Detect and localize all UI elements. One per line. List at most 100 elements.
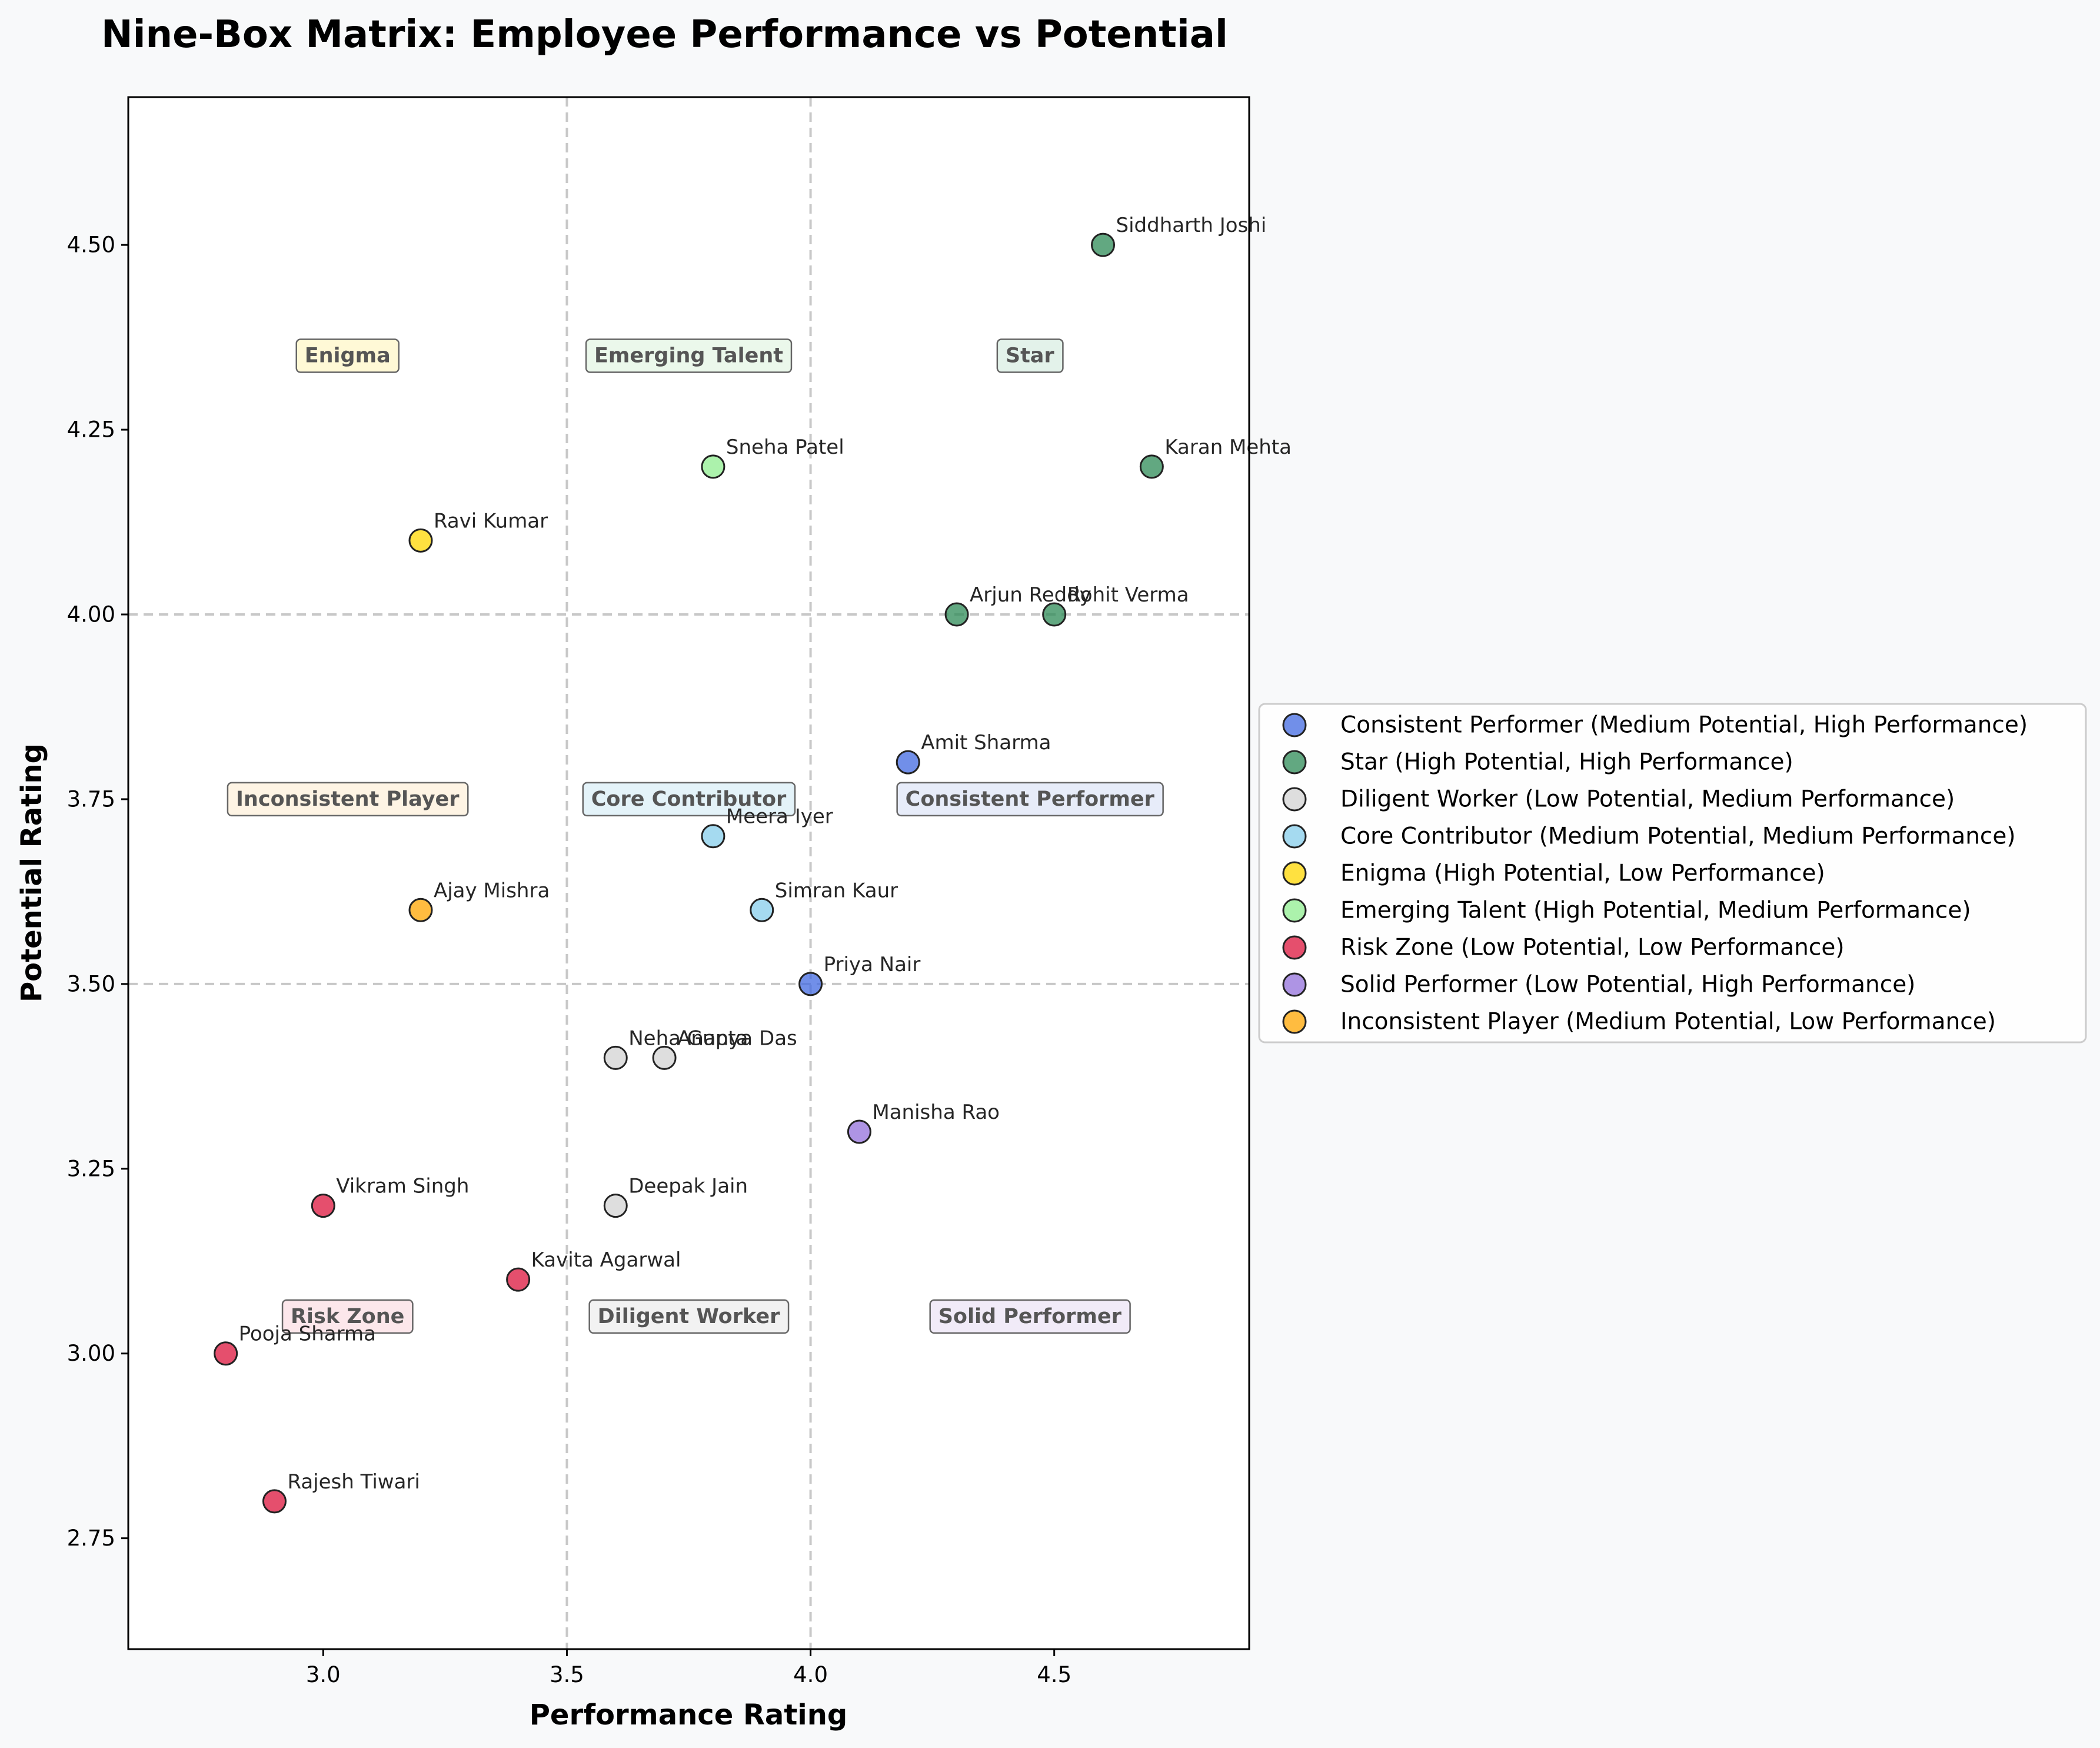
legend-label: Core Contributor (Medium Potential, Medi…	[1340, 823, 2016, 850]
y-tick-label: 3.75	[67, 786, 115, 812]
point-label: Arjun Reddy	[970, 583, 1091, 607]
legend-item: Consistent Performer (Medium Potential, …	[1282, 712, 2028, 739]
zone-box	[281, 1299, 414, 1334]
zone-box	[929, 1299, 1131, 1334]
zone-label: Consistent Performer	[906, 787, 1155, 811]
point-labels: Amit Sharma Priya Nair Siddharth Joshi Kara…	[239, 214, 1292, 1494]
zone-label: Solid Performer	[938, 1305, 1122, 1328]
zone-label: Risk Zone	[291, 1305, 404, 1328]
y-tick-label: 3.00	[67, 1341, 115, 1366]
x-axis-label: Performance Rating	[530, 1699, 848, 1732]
zone-label: Inconsistent Player	[236, 787, 460, 811]
point-label: Neha Gupta	[628, 1026, 748, 1050]
zone-label: Star	[1006, 344, 1055, 368]
zone-6: Risk Zone	[281, 1299, 414, 1334]
legend-marker	[1282, 787, 1307, 812]
chart-title: Nine-Box Matrix: Employee Performance vs…	[101, 13, 1228, 57]
data-point	[1042, 602, 1067, 627]
data-point	[262, 1489, 287, 1514]
data-point	[701, 824, 725, 849]
legend-marker	[1282, 935, 1307, 960]
data-point	[408, 528, 433, 553]
data-points	[214, 232, 1164, 1514]
data-point	[896, 750, 920, 775]
zone-8: Solid Performer	[929, 1299, 1131, 1334]
y-tick-label: 2.75	[67, 1526, 115, 1551]
data-point	[506, 1267, 531, 1292]
zone-box	[582, 782, 796, 817]
legend-item: Risk Zone (Low Potential, Low Performanc…	[1282, 935, 1845, 961]
x-tick-label: 4.5	[1037, 1662, 1071, 1687]
legend-frame	[1258, 703, 2087, 1044]
zone-2: Star	[996, 338, 1064, 373]
y-tick-label: 4.50	[67, 232, 115, 258]
x-axis-ticks: 3.0 3.5 4.0 4.5	[306, 1649, 1071, 1687]
legend-marker	[1282, 713, 1307, 737]
y-tick-label: 4.25	[67, 417, 115, 443]
data-point	[1139, 454, 1164, 479]
point-label: Sneha Patel	[726, 436, 844, 459]
point-label: Karan Mehta	[1164, 436, 1292, 459]
legend-marker	[1282, 750, 1307, 775]
legend-marker	[1282, 972, 1307, 997]
x-tick-label: 3.0	[306, 1662, 341, 1687]
zone-7: Diligent Worker	[588, 1299, 790, 1334]
legend-item: Solid Performer (Low Potential, High Per…	[1282, 972, 1915, 998]
zone-3: Inconsistent Player	[227, 782, 469, 817]
zone-0: Enigma	[295, 338, 400, 373]
legend-item: Star (High Potential, High Performance)	[1282, 749, 1793, 776]
data-point	[408, 898, 433, 922]
legend-label: Emerging Talent (High Potential, Medium …	[1340, 898, 1971, 924]
point-label: Vikram Singh	[336, 1175, 469, 1198]
legend-item: Enigma (High Potential, Low Performance)	[1282, 860, 1825, 887]
zone-1: Emerging Talent	[585, 338, 793, 373]
point-label: Manisha Rao	[872, 1101, 1000, 1124]
legend-item: Emerging Talent (High Potential, Medium …	[1282, 898, 1971, 924]
data-point	[214, 1341, 238, 1366]
data-point	[798, 972, 823, 996]
point-label: Kavita Agarwal	[531, 1248, 681, 1272]
legend: Consistent Performer (Medium Potential, …	[1258, 703, 2087, 1044]
x-tick-label: 3.5	[550, 1662, 584, 1687]
legend-marker	[1282, 824, 1307, 849]
data-point	[652, 1045, 677, 1070]
legend-marker	[1282, 898, 1307, 923]
zone-labels: Enigma Emerging Talent Star Inconsistent Pl…	[227, 338, 1164, 1334]
y-tick-label: 3.25	[67, 1156, 115, 1181]
legend-label: Solid Performer (Low Potential, High Per…	[1340, 972, 1915, 998]
legend-marker	[1282, 861, 1307, 886]
zone-5: Consistent Performer	[896, 782, 1164, 817]
point-label: Priya Nair	[824, 953, 921, 976]
zone-box	[588, 1299, 790, 1334]
point-label: Rajesh Tiwari	[287, 1470, 420, 1494]
point-label: Ananya Das	[677, 1026, 797, 1050]
zone-box	[896, 782, 1164, 817]
legend-item: Core Contributor (Medium Potential, Medi…	[1282, 823, 2016, 850]
data-point	[847, 1119, 871, 1144]
zone-box	[996, 338, 1064, 373]
data-point	[750, 898, 774, 922]
zone-label: Emerging Talent	[594, 344, 783, 368]
zone-label: Diligent Worker	[598, 1305, 780, 1328]
data-point	[311, 1194, 335, 1218]
zone-box	[585, 338, 793, 373]
legend-label: Diligent Worker (Low Potential, Medium P…	[1340, 786, 1955, 813]
y-tick-label: 4.00	[67, 602, 115, 627]
y-axis-ticks: 2.75 3.00 3.25 3.50 3.75 4.00 4.25 4.50	[67, 232, 128, 1551]
point-label: Ravi Kumar	[434, 509, 548, 533]
zone-4: Core Contributor	[582, 782, 796, 817]
data-point	[603, 1045, 628, 1070]
point-label: Simran Kaur	[775, 879, 898, 902]
data-point	[701, 454, 725, 479]
legend-label: Risk Zone (Low Potential, Low Performanc…	[1340, 935, 1845, 961]
zone-box	[295, 338, 400, 373]
zone-label: Enigma	[305, 344, 391, 368]
x-tick-label: 4.0	[793, 1662, 828, 1687]
y-tick-label: 3.50	[67, 971, 115, 996]
point-label: Ajay Mishra	[434, 879, 550, 902]
point-label: Rohit Verma	[1067, 583, 1189, 607]
point-label: Deepak Jain	[628, 1175, 748, 1198]
legend-item: Diligent Worker (Low Potential, Medium P…	[1282, 786, 1955, 813]
zone-label: Core Contributor	[591, 787, 787, 811]
